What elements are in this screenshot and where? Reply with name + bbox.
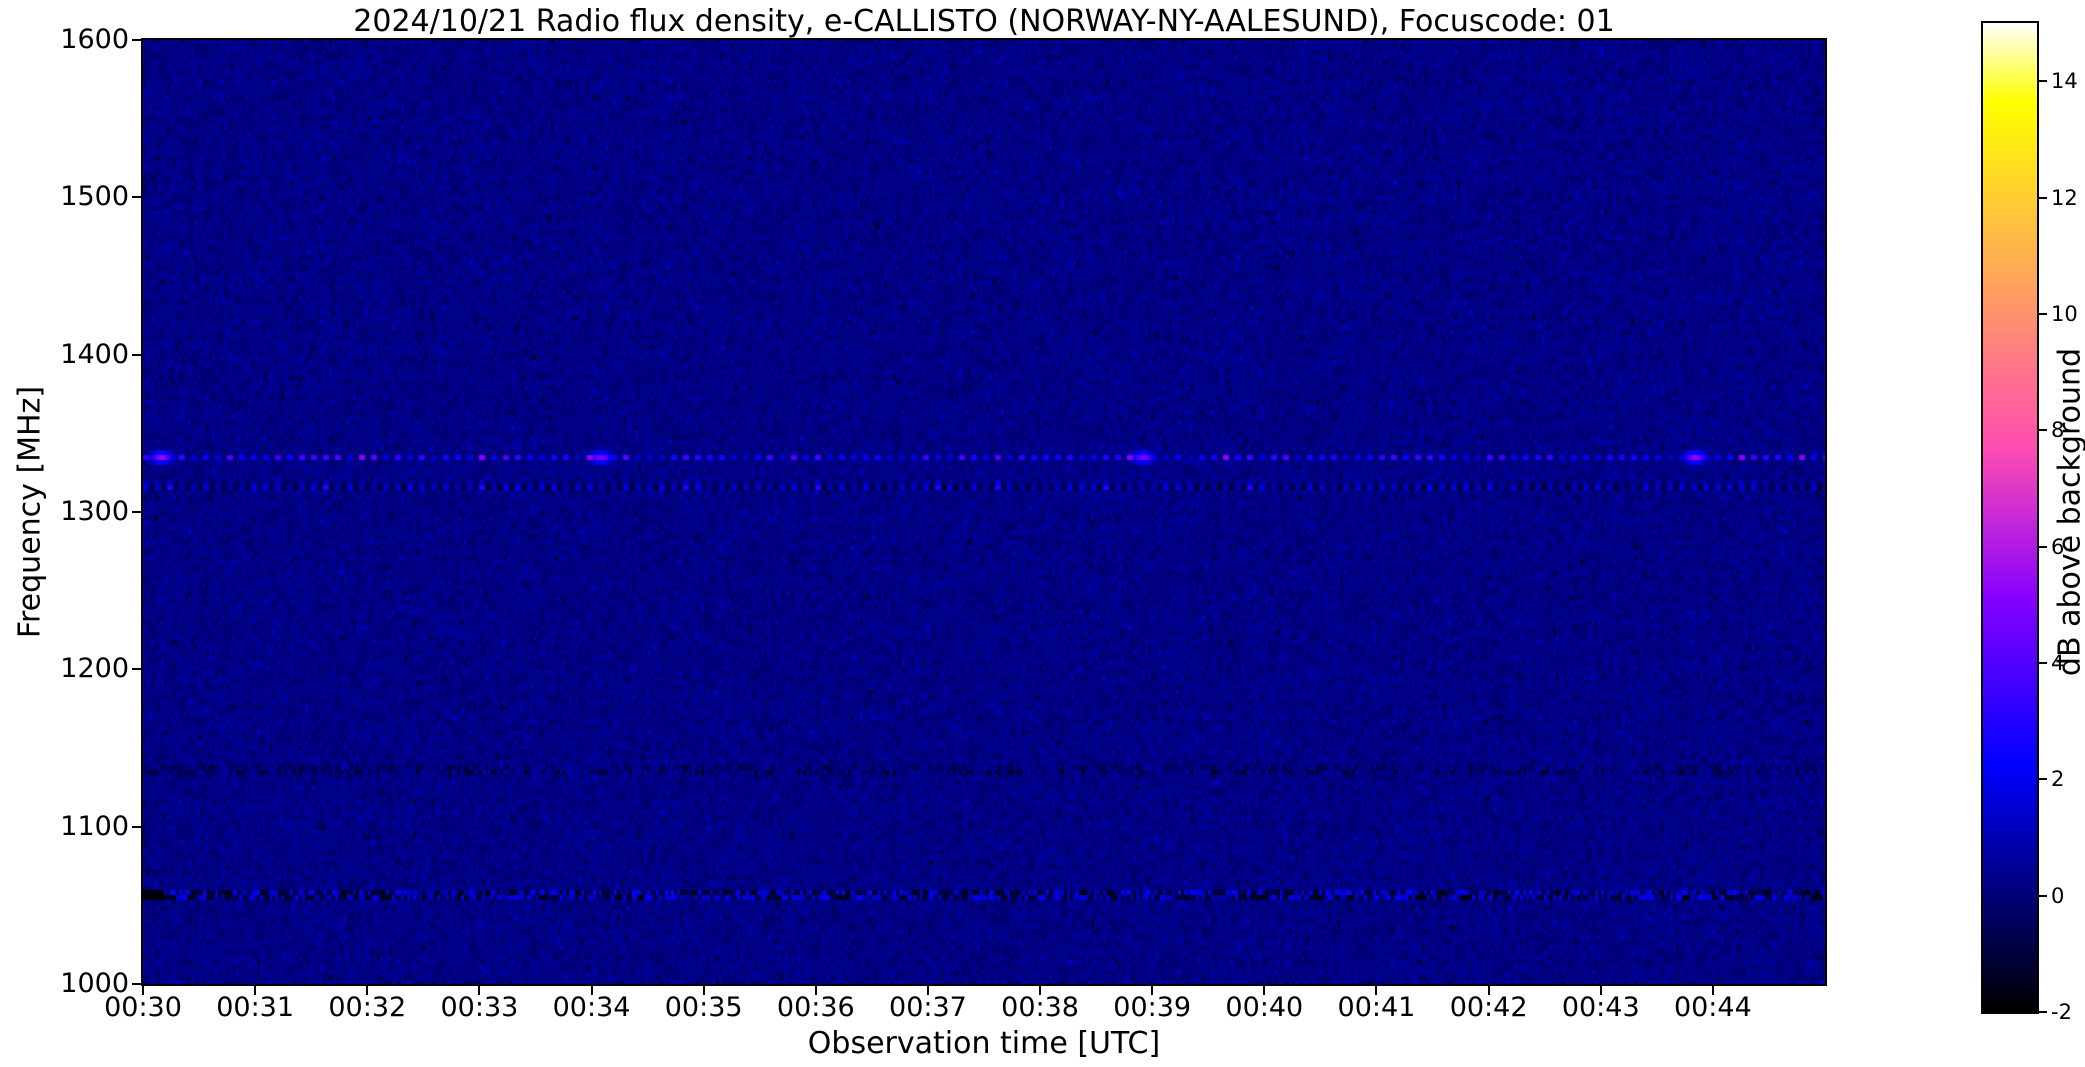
y-tick-label: 1600: [60, 24, 129, 55]
x-tick-label: 00:36: [776, 992, 855, 1023]
y-tick-mark: [132, 668, 141, 671]
x-tick-mark: [142, 986, 144, 995]
x-tick-mark: [702, 986, 705, 995]
x-tick-mark: [1711, 986, 1714, 995]
colorbar-tick-mark: [2039, 545, 2047, 548]
x-tick-mark: [1263, 986, 1266, 995]
plot-area: [141, 38, 1827, 986]
x-tick-label: 00:39: [1113, 992, 1192, 1023]
x-tick-label: 00:30: [104, 992, 182, 1023]
x-tick-mark: [478, 986, 481, 995]
y-tick-label: 1100: [60, 810, 129, 842]
x-tick-mark: [366, 986, 369, 995]
y-tick-label: 1200: [60, 653, 129, 685]
colorbar-tick-label: 12: [2051, 185, 2078, 210]
x-tick-label: 00:31: [216, 992, 295, 1023]
spectrogram-heatmap: [143, 40, 1825, 984]
colorbar-tick-label: 2: [2051, 767, 2065, 792]
y-tick-mark: [132, 511, 141, 513]
y-tick-mark: [132, 983, 141, 985]
colorbar-tick-label: 0: [2051, 883, 2065, 908]
x-tick-mark: [814, 986, 817, 995]
colorbar-tick-mark: [2039, 894, 2047, 897]
colorbar-tick-label: 10: [2051, 301, 2078, 326]
x-tick-label: 00:38: [1001, 992, 1079, 1023]
x-tick-mark: [1375, 986, 1378, 995]
x-tick-label: 00:40: [1225, 992, 1304, 1023]
x-tick-label: 00:41: [1337, 992, 1416, 1023]
colorbar: [1981, 21, 2039, 1014]
colorbar-tick-mark: [2039, 661, 2047, 664]
colorbar-tick-label: 4: [2051, 650, 2065, 675]
x-tick-label: 00:42: [1449, 992, 1528, 1023]
colorbar-tick-label: -2: [2051, 1000, 2072, 1024]
x-tick-mark: [1599, 986, 1602, 995]
y-tick-label: 1000: [60, 968, 129, 999]
colorbar-tick-mark: [2039, 429, 2047, 432]
y-tick-mark: [132, 353, 141, 356]
colorbar-tick-mark: [2039, 196, 2047, 199]
colorbar-tick-label: 8: [2051, 418, 2065, 443]
x-tick-mark: [590, 986, 593, 995]
x-tick-mark: [254, 986, 257, 995]
x-axis-label: Observation time [UTC]: [807, 1026, 1161, 1061]
colorbar-label: dB above background: [2052, 347, 2085, 677]
y-tick-label: 1500: [60, 181, 129, 213]
colorbar-tick-mark: [2039, 312, 2047, 315]
y-tick-mark: [132, 196, 141, 199]
x-tick-mark: [1487, 986, 1490, 995]
x-tick-mark: [926, 986, 929, 995]
x-tick-label: 00:34: [552, 992, 631, 1023]
x-tick-mark: [1151, 986, 1154, 995]
colorbar-tick-mark: [2039, 1011, 2047, 1013]
y-tick-mark: [132, 39, 141, 41]
y-tick-label: 1300: [60, 496, 129, 527]
x-tick-label: 00:44: [1673, 992, 1752, 1023]
colorbar-tick-label: 6: [2051, 534, 2065, 559]
x-tick-mark: [1039, 986, 1042, 995]
x-tick-label: 00:43: [1561, 992, 1640, 1023]
y-tick-mark: [132, 825, 141, 828]
y-tick-label: 1400: [60, 338, 129, 370]
colorbar-gradient: [1983, 23, 2037, 1012]
x-tick-label: 00:32: [328, 992, 407, 1023]
x-tick-label: 00:33: [440, 992, 519, 1023]
x-tick-label: 00:35: [664, 992, 743, 1023]
colorbar-tick-mark: [2039, 80, 2047, 83]
x-tick-label: 00:37: [889, 992, 967, 1023]
chart-title: 2024/10/21 Radio flux density, e-CALLIST…: [353, 4, 1615, 39]
colorbar-tick-mark: [2039, 778, 2047, 781]
colorbar-tick-label: 14: [2051, 69, 2078, 94]
